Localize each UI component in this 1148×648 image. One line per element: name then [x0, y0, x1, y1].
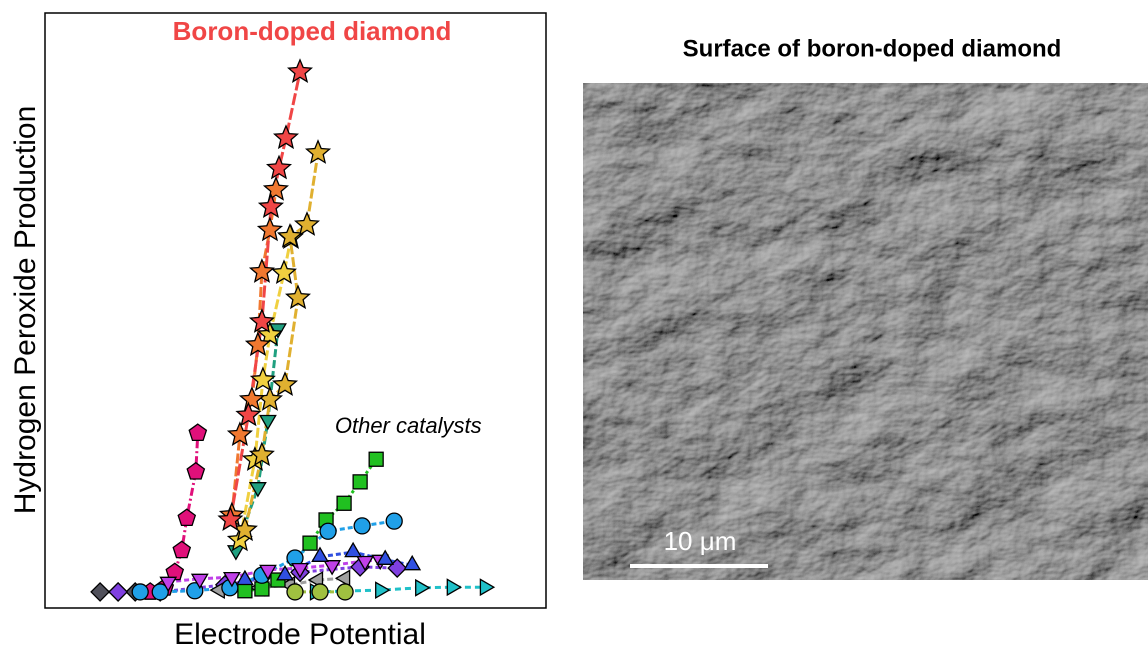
- point: [271, 259, 298, 285]
- point: [311, 583, 329, 601]
- point: [256, 216, 284, 242]
- point: [90, 581, 111, 602]
- point: [248, 482, 267, 498]
- point: [368, 451, 384, 467]
- point: [172, 540, 192, 559]
- point: [302, 535, 318, 551]
- point: [276, 223, 304, 248]
- point: [259, 414, 277, 431]
- point: [385, 512, 403, 530]
- point: [249, 366, 276, 392]
- point: [276, 565, 294, 581]
- point: [254, 581, 270, 597]
- point: [248, 258, 275, 283]
- point: [259, 564, 277, 581]
- plot-area: Boron-doped diamond Other catalysts: [90, 16, 496, 602]
- point: [237, 583, 253, 599]
- point: [235, 569, 254, 586]
- point: [238, 386, 265, 411]
- point: [131, 583, 149, 601]
- point: [291, 562, 309, 579]
- plot-frame: [44, 12, 547, 609]
- point: [159, 576, 178, 593]
- point: [257, 193, 285, 219]
- scale-bar-label: 10 μm: [664, 526, 737, 556]
- point: [256, 321, 284, 346]
- point: [271, 371, 299, 396]
- point: [319, 522, 337, 540]
- point: [262, 176, 290, 201]
- point: [177, 508, 197, 527]
- point: [356, 555, 375, 572]
- point: [248, 308, 275, 333]
- point: [353, 517, 371, 535]
- point: [217, 506, 244, 531]
- point: [235, 401, 262, 427]
- annotation: Boron-doped diamond: [173, 16, 452, 46]
- point: [190, 573, 209, 590]
- annotation: Other catalysts: [335, 413, 482, 438]
- point: [186, 461, 206, 480]
- point: [479, 578, 496, 597]
- point: [272, 124, 300, 150]
- point: [304, 139, 332, 164]
- point: [244, 331, 271, 357]
- point: [248, 441, 275, 467]
- point: [446, 578, 463, 597]
- point: [403, 554, 422, 571]
- point: [293, 211, 321, 236]
- image-title: Surface of boron-doped diamond: [683, 35, 1062, 62]
- point: [226, 421, 253, 446]
- point: [188, 423, 208, 442]
- point: [415, 578, 431, 597]
- point: [336, 583, 354, 601]
- point: [375, 581, 391, 600]
- point: [376, 549, 395, 565]
- point: [286, 58, 314, 83]
- x-axis-label: Electrode Potential: [174, 618, 426, 648]
- sem-image: [583, 83, 1148, 580]
- point: [286, 583, 304, 601]
- y-axis-label: Hydrogen Peroxide Production: [9, 106, 42, 515]
- point: [311, 546, 329, 562]
- point: [323, 560, 342, 576]
- point: [222, 571, 241, 588]
- point: [344, 541, 363, 558]
- point: [108, 581, 129, 602]
- point: [336, 495, 352, 511]
- point: [334, 569, 351, 588]
- point: [266, 154, 293, 180]
- point: [352, 474, 368, 490]
- point: [284, 284, 312, 310]
